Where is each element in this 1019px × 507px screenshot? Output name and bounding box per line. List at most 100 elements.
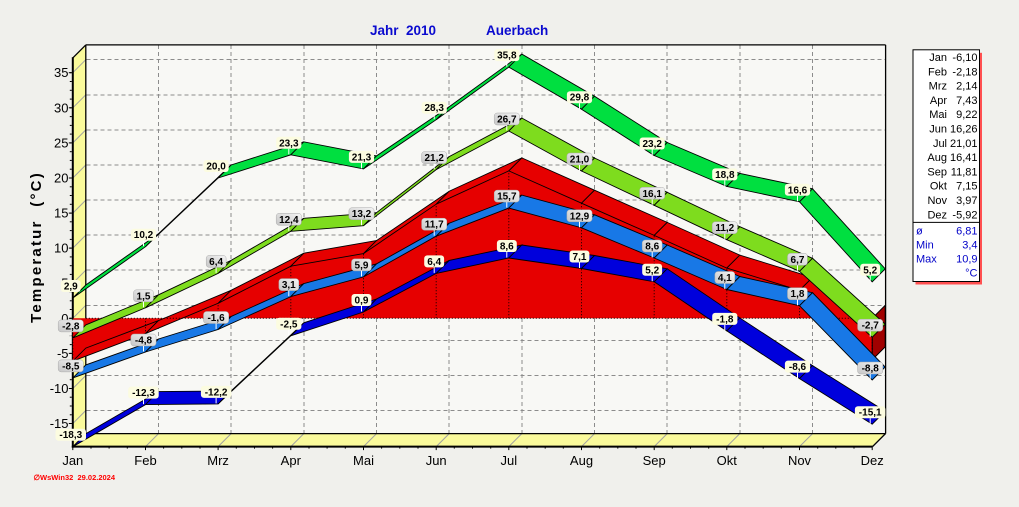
svg-text:12,4: 12,4 [279,215,299,226]
svg-text:Aug: Aug [927,152,947,164]
svg-text:Mai: Mai [353,453,374,468]
svg-text:23,3: 23,3 [279,138,299,149]
svg-text:6,4: 6,4 [209,257,223,268]
svg-text:21,2: 21,2 [424,153,444,164]
svg-text:ø: ø [916,226,923,238]
svg-text:8,6: 8,6 [645,242,659,253]
svg-text:Jul: Jul [500,453,517,468]
svg-text:6,7: 6,7 [791,255,805,266]
svg-text:23,2: 23,2 [642,139,662,150]
svg-text:11,2: 11,2 [715,223,734,234]
svg-text:Sep: Sep [643,453,666,468]
svg-text:Okt: Okt [930,181,947,193]
svg-text:21,3: 21,3 [352,152,372,163]
svg-text:5,2: 5,2 [645,265,659,276]
svg-text:0,9: 0,9 [355,296,369,307]
svg-text:-10: -10 [50,381,69,396]
svg-text:Jul: Jul [933,138,947,150]
svg-text:-15: -15 [50,416,69,431]
svg-text:-8,5: -8,5 [62,361,80,372]
svg-text:10: 10 [54,241,68,256]
svg-text:16,6: 16,6 [788,185,808,196]
svg-text:4,1: 4,1 [718,273,732,284]
svg-text:-2,8: -2,8 [62,321,80,332]
svg-text:13,2: 13,2 [352,209,372,220]
svg-text:11,7: 11,7 [425,220,444,231]
svg-text:2,9: 2,9 [64,282,78,293]
svg-text:29,8: 29,8 [570,93,590,104]
svg-text:Dez: Dez [927,209,947,221]
svg-text:-1,6: -1,6 [207,313,225,324]
svg-text:-12,2: -12,2 [205,387,228,398]
svg-text:Aug: Aug [570,453,593,468]
svg-text:1,8: 1,8 [791,289,805,300]
svg-text:10,2: 10,2 [134,230,154,241]
svg-text:3,1: 3,1 [282,280,296,291]
svg-text:Mrz: Mrz [207,453,229,468]
svg-text:5,2: 5,2 [863,265,877,276]
svg-text:Apr: Apr [281,453,302,468]
svg-text:30: 30 [54,100,68,115]
svg-text:-8,8: -8,8 [862,364,880,375]
svg-text:Jan: Jan [62,453,83,468]
svg-text:16,1: 16,1 [642,189,662,200]
svg-text:-5,92: -5,92 [952,209,977,221]
svg-text:-15,1: -15,1 [859,408,882,419]
svg-text:20: 20 [54,171,68,186]
svg-text:Nov: Nov [927,195,947,207]
svg-text:25: 25 [54,135,68,150]
svg-text:Jan: Jan [929,52,947,64]
svg-text:-18,3: -18,3 [59,430,82,441]
svg-text:8,6: 8,6 [500,242,514,253]
svg-text:Dez: Dez [861,453,884,468]
svg-text:18,8: 18,8 [715,170,735,181]
svg-text:35,8: 35,8 [497,51,517,62]
svg-text:-8,6: -8,6 [789,362,807,373]
svg-text:15: 15 [54,206,68,221]
svg-text:21,0: 21,0 [570,155,590,166]
svg-text:15,7: 15,7 [497,192,517,203]
svg-text:∅WsWin32 29.02.2024: ∅WsWin32 29.02.2024 [34,473,116,482]
svg-text:16,41: 16,41 [950,152,978,164]
svg-text:-2,5: -2,5 [280,319,298,330]
svg-text:26,7: 26,7 [497,115,517,126]
svg-text:-2,18: -2,18 [952,66,977,78]
svg-text:Jun: Jun [426,453,447,468]
svg-text:Min: Min [916,240,934,252]
svg-text:9,22: 9,22 [956,109,977,121]
svg-text:2,14: 2,14 [956,81,977,93]
svg-text:Feb: Feb [928,66,947,78]
svg-text:6,81: 6,81 [956,226,977,238]
svg-text:12,9: 12,9 [570,211,590,222]
svg-text:Okt: Okt [717,453,738,468]
svg-text:3,97: 3,97 [956,195,977,207]
svg-text:28,3: 28,3 [424,103,444,114]
svg-text:21,01: 21,01 [950,138,978,150]
svg-text:Nov: Nov [788,453,812,468]
svg-text:1,5: 1,5 [137,291,151,302]
svg-text:Mai: Mai [929,109,947,121]
svg-text:Apr: Apr [930,95,947,107]
svg-text:0: 0 [61,311,68,326]
svg-text:Temperatur (°C): Temperatur (°C) [28,171,45,323]
svg-text:-1,8: -1,8 [716,314,734,325]
svg-text:7,43: 7,43 [956,95,977,107]
svg-text:Auerbach: Auerbach [486,23,548,38]
svg-text:5,9: 5,9 [355,260,369,271]
svg-text:Max: Max [916,254,937,266]
svg-text:Jun: Jun [929,124,947,136]
svg-text:11,81: 11,81 [951,166,978,178]
svg-text:6,4: 6,4 [427,257,441,268]
svg-text:Sep: Sep [927,166,947,178]
svg-text:-12,3: -12,3 [132,388,155,399]
svg-text:Feb: Feb [134,453,156,468]
svg-text:35: 35 [54,65,68,80]
svg-text:20,0: 20,0 [206,162,226,173]
svg-text:10,9: 10,9 [956,254,977,266]
svg-text:7,1: 7,1 [573,252,587,263]
svg-text:-6,10: -6,10 [952,52,977,64]
svg-text:°C: °C [965,268,977,280]
svg-text:7,15: 7,15 [956,181,977,193]
svg-text:3,4: 3,4 [962,240,977,252]
svg-text:-4,8: -4,8 [135,336,153,347]
